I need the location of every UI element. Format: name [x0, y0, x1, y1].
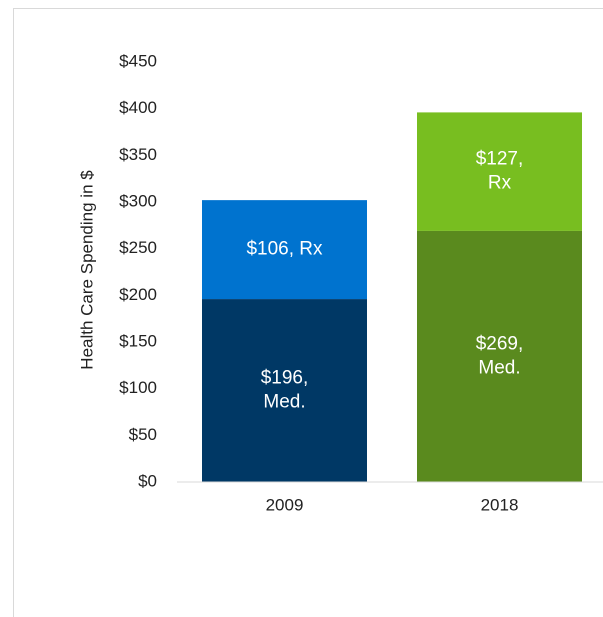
y-tick-label: $200	[119, 285, 157, 304]
y-tick-label: $400	[119, 98, 157, 117]
y-tick-label: $100	[119, 378, 157, 397]
data-label-line: $269,	[476, 333, 524, 354]
y-tick-label: $50	[129, 425, 157, 444]
y-tick-label: $150	[119, 331, 157, 350]
bar-segment	[202, 200, 367, 300]
data-label-line: $127,	[476, 149, 524, 170]
bar-segment	[202, 299, 367, 482]
data-label: $127, Rx	[476, 149, 524, 194]
data-label-line: Rx	[488, 173, 512, 194]
y-tick-label: $350	[119, 145, 157, 164]
y-tick-label: $250	[119, 238, 157, 257]
data-label-line: Med.	[263, 392, 305, 413]
x-tick-label: 2018	[481, 495, 519, 514]
y-tick-label: $0	[138, 471, 157, 490]
y-tick-label: $300	[119, 191, 157, 210]
data-label-line: Med.	[478, 357, 520, 378]
x-tick-label: 2009	[266, 495, 304, 514]
data-label-line: $196,	[261, 368, 309, 389]
data-label: $196, Med.	[261, 368, 309, 413]
bar-segment	[417, 230, 582, 482]
data-label: $269, Med.	[476, 333, 524, 378]
y-axis-title: Health Care Spending in $	[77, 170, 96, 370]
data-label: $106, Rx	[246, 239, 323, 260]
y-tick-label: $450	[119, 51, 157, 70]
bar-segment	[417, 112, 582, 231]
